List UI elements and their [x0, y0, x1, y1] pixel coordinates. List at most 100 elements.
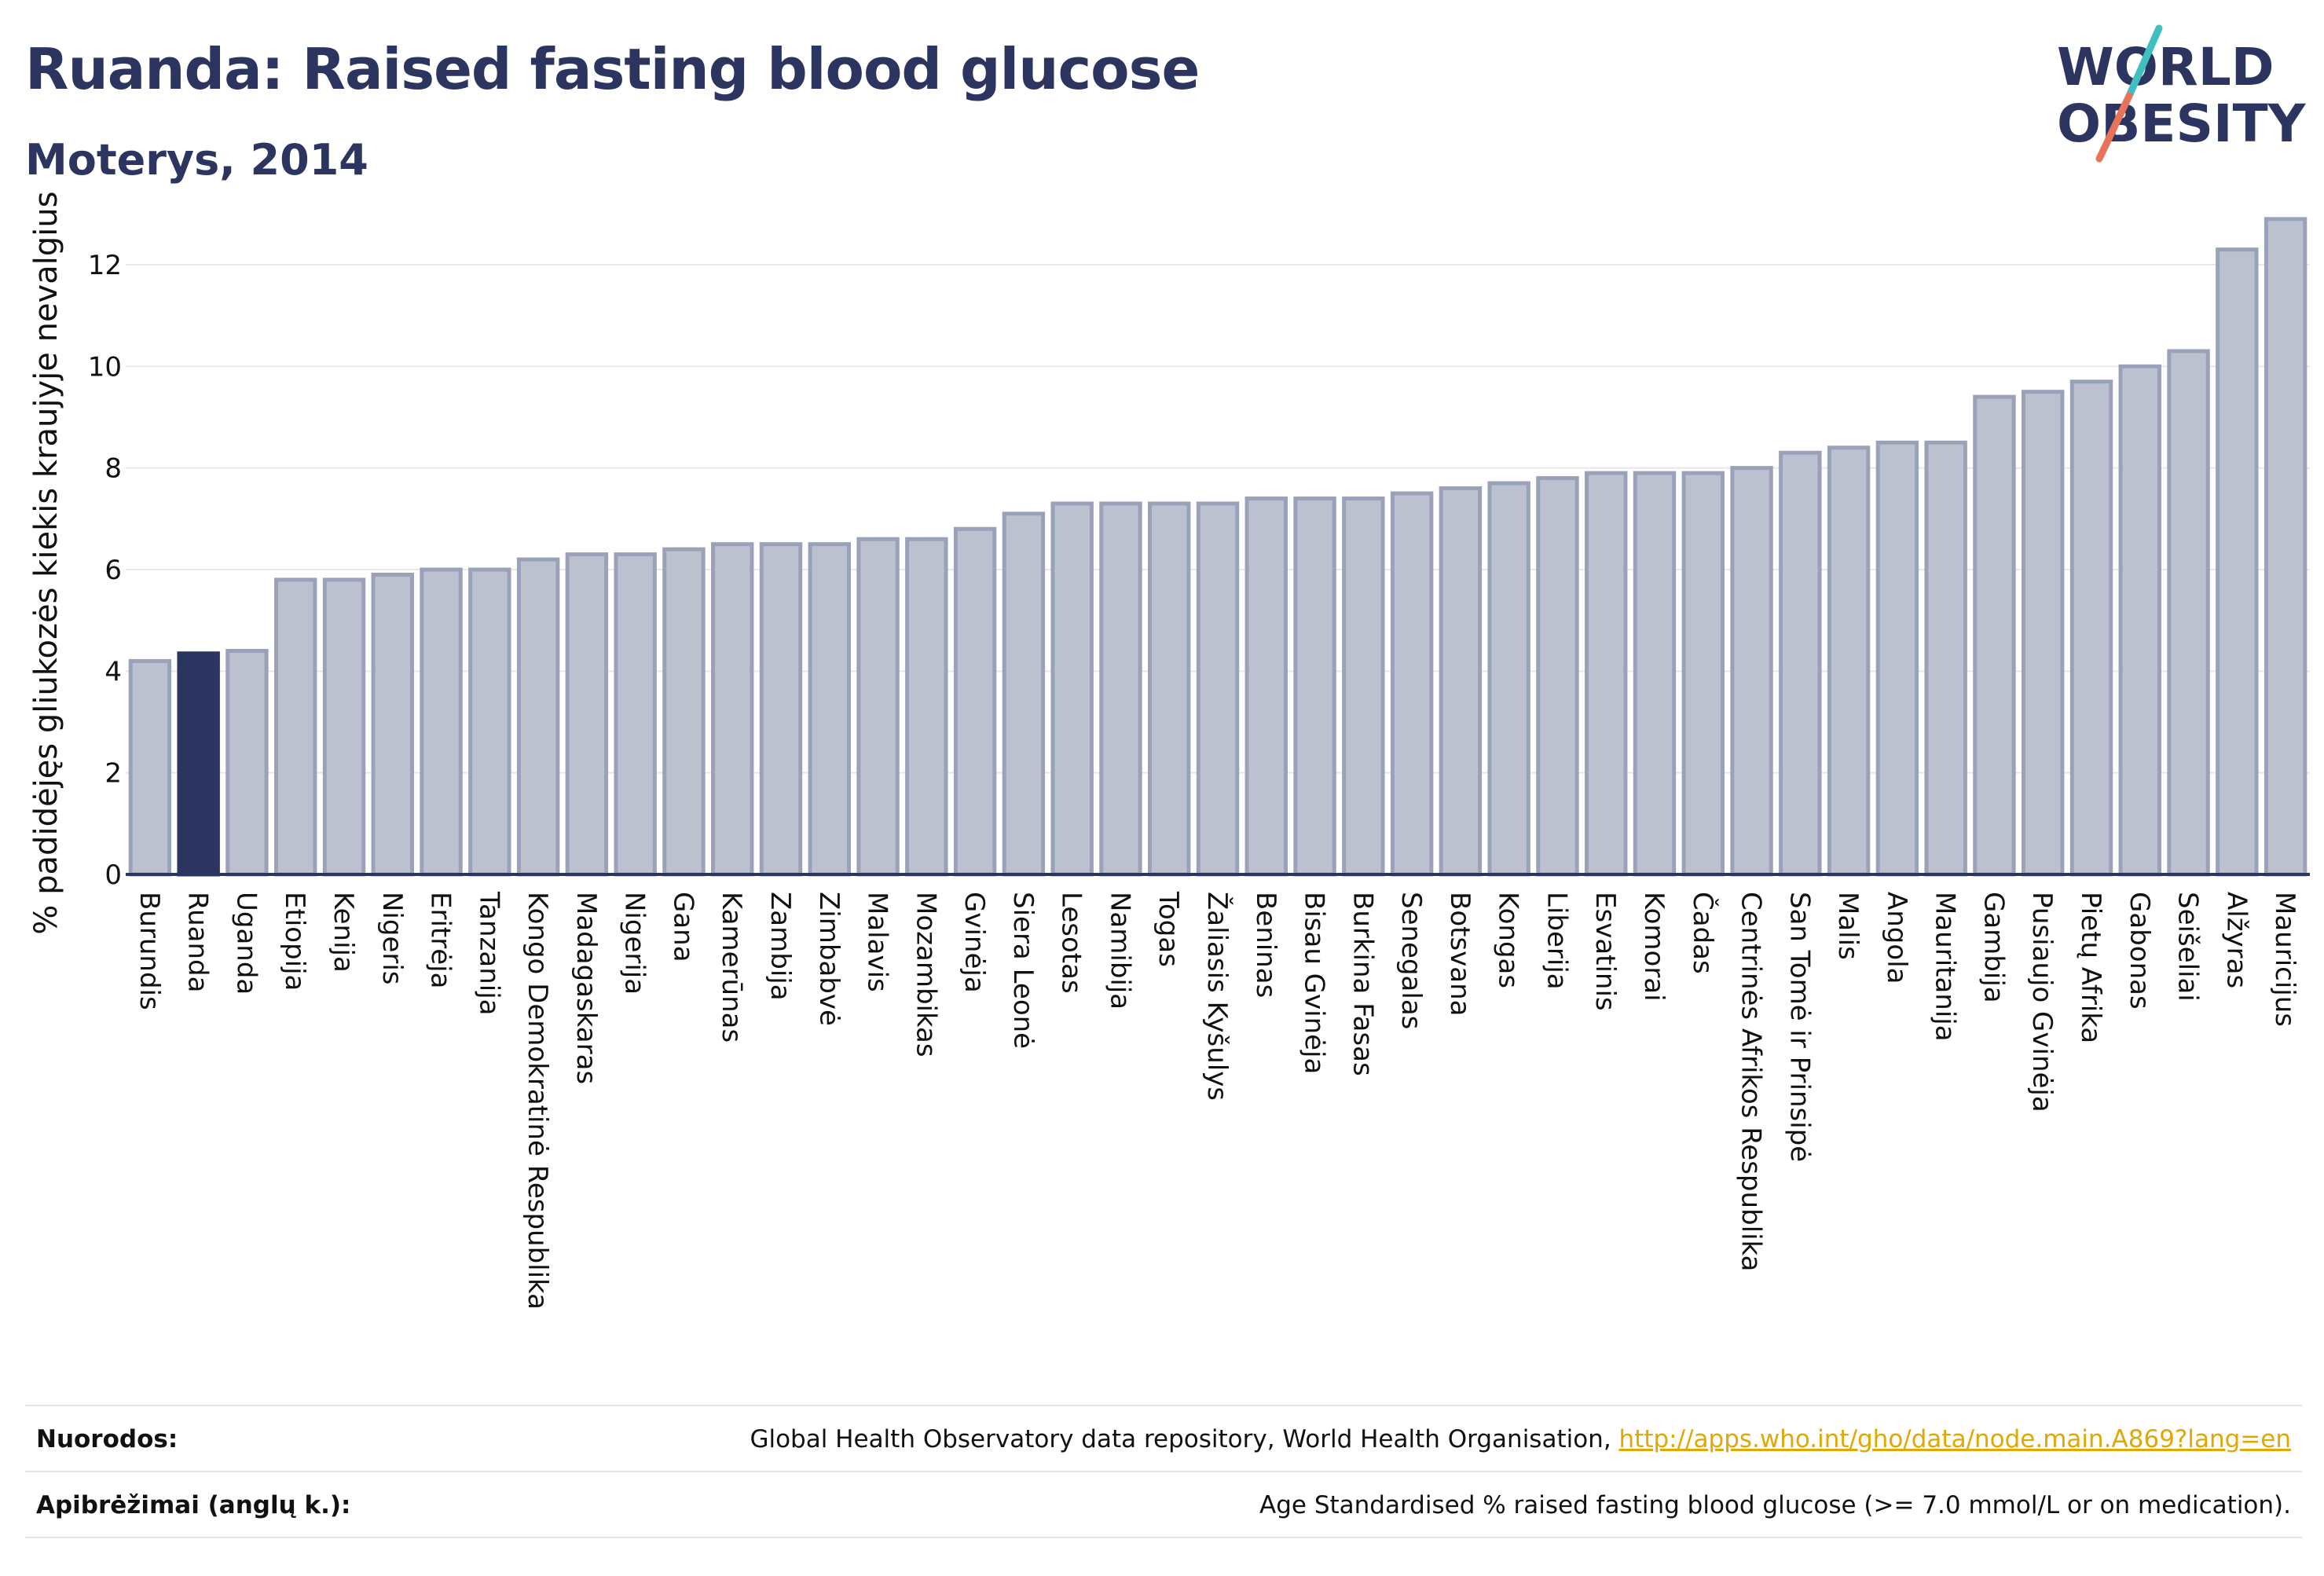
bar: [225, 648, 269, 877]
bar: [1536, 476, 1579, 877]
bar: [274, 577, 317, 877]
y-tick-label: 4: [104, 656, 122, 687]
x-tick-label: Madagaskaras: [570, 892, 602, 1084]
bar: [1633, 471, 1677, 877]
bar: [953, 526, 997, 877]
bar: [1973, 394, 2016, 877]
x-tick-label: Zambija: [764, 892, 796, 1001]
logo-text-world: WORLD: [2057, 37, 2275, 97]
x-tick-label: Čadas: [1687, 892, 1719, 974]
bar: [1875, 440, 1919, 877]
x-tick-label: Malavis: [862, 892, 893, 992]
x-tick-label: Gabonas: [2124, 892, 2155, 1010]
footer-definitions-row: Apibrėžimai (anglų k.): Age Standardised…: [25, 1471, 2302, 1537]
sources-text: Global Health Observatory data repositor…: [750, 1425, 1619, 1453]
x-tick-label: Alžyras: [2220, 892, 2252, 988]
bar: [516, 557, 560, 877]
x-tick-label: Bisau Gvinėja: [1299, 892, 1330, 1074]
x-tick-label: Eritrėja: [425, 892, 456, 988]
x-tick-label: Mauritanija: [1930, 892, 1961, 1042]
bar: [614, 552, 657, 877]
logo-text-obesity: OBESITY: [2057, 93, 2307, 154]
x-tick-label: Mozambikas: [910, 892, 941, 1057]
y-tick-label: 10: [88, 351, 122, 383]
world-obesity-logo-icon: WORLD OBESITY: [2057, 24, 2307, 163]
x-tick-label: San Tomė ir Prinsipė: [1783, 892, 1815, 1162]
y-tick-label: 0: [104, 859, 122, 891]
x-tick-label: Komorai: [1638, 892, 1670, 1002]
y-tick-label: 2: [104, 758, 122, 790]
x-tick-label: Pusiaujo Gvinėja: [2026, 892, 2058, 1112]
footer-divider: [25, 1537, 2302, 1538]
x-tick-label: Burundis: [134, 892, 165, 1010]
bar: [1681, 471, 1725, 877]
definitions-value: Age Standardised % raised fasting blood …: [1259, 1491, 2291, 1519]
bar: [371, 572, 414, 877]
bar: [1730, 466, 1773, 877]
sources-label: Nuorodos:: [36, 1425, 178, 1453]
x-tick-label: Centrinės Afrikos Respublika: [1736, 892, 1767, 1271]
x-tick-label: Pietų Afrika: [2075, 892, 2106, 1043]
bar: [468, 567, 511, 877]
x-tick-label: Zimbabvė: [813, 892, 845, 1026]
sources-value: Global Health Observatory data repositor…: [750, 1425, 2291, 1453]
sources-link[interactable]: http://apps.who.int/gho/data/node.main.A…: [1618, 1425, 2291, 1453]
x-tick-label: Mauricijus: [2269, 892, 2300, 1027]
bar: [1002, 511, 1046, 877]
bar: [2264, 217, 2308, 877]
bar: [1196, 501, 1240, 877]
bar: [2022, 390, 2065, 877]
x-tick-label: Kenija: [328, 892, 359, 973]
x-tick-label: Namibija: [1104, 892, 1135, 1010]
x-tick-label: Burkina Fasas: [1347, 892, 1378, 1076]
bar: [565, 552, 609, 877]
bar: [2216, 247, 2259, 877]
x-tick-label: Togas: [1153, 891, 1184, 967]
x-tick-label: Kamerūnas: [716, 892, 747, 1043]
chart-title: Ruanda: Raised fasting blood glucose: [25, 36, 1200, 102]
bar: [808, 542, 851, 877]
bar: [711, 542, 754, 877]
x-tick-label: Siera Leonė: [1007, 892, 1039, 1049]
bar: [2069, 379, 2113, 877]
bar: [1487, 481, 1530, 877]
bar: [1099, 501, 1142, 877]
bar: [128, 658, 172, 877]
x-tick-label: Gvinėja: [959, 892, 990, 993]
bar: [420, 567, 463, 877]
y-tick-label: 12: [88, 250, 122, 281]
footer-sources-row: Nuorodos: Global Health Observatory data…: [25, 1405, 2302, 1471]
x-tick-label: Etiopija: [279, 892, 310, 991]
y-tick-label: 8: [104, 453, 122, 485]
bar: [1244, 496, 1288, 877]
bar: [905, 537, 948, 877]
x-tick-label: Liberija: [1541, 892, 1572, 990]
bar: [1293, 496, 1336, 877]
bar-highlighted: [177, 651, 220, 877]
x-tick-label: Kongas: [1493, 892, 1524, 988]
x-tick-label: Nigerija: [619, 892, 651, 995]
bar: [1439, 486, 1483, 877]
bar: [1924, 440, 1967, 877]
logo-slash-teal: [2125, 24, 2163, 100]
y-axis-ticks: 0 2 4 6 8 10 12: [88, 250, 122, 891]
bar: [759, 542, 803, 877]
x-tick-label: Ruanda: [182, 892, 214, 992]
bar-chart: 0 2 4 6 8 10 12 Burundis Ruanda Uganda Etiopija Ke…: [28, 191, 2310, 1310]
x-axis-labels: Burundis Ruanda Uganda Etiopija Kenija Nigeri…: [134, 891, 2300, 1310]
bar: [1585, 471, 1628, 877]
x-tick-label: Senegalas: [1395, 892, 1427, 1029]
bar: [322, 577, 366, 877]
bar: [662, 547, 706, 877]
bar: [1148, 501, 1191, 877]
logo-slash-coral: [2095, 92, 2133, 163]
y-axis-title: % padidėjęs gliukozės kiekis kraujyje ne…: [28, 191, 64, 934]
definitions-label: Apibrėžimai (anglų k.):: [36, 1491, 351, 1519]
bars: [128, 217, 2308, 877]
x-tick-label: Nigeris: [376, 892, 408, 985]
x-tick-label: Esvatinis: [1589, 892, 1621, 1011]
x-tick-label: Lesotas: [1056, 892, 1087, 994]
x-tick-label: Angola: [1881, 892, 1912, 984]
x-tick-label: Gambija: [1978, 892, 2009, 1003]
x-tick-label: Uganda: [230, 892, 262, 995]
